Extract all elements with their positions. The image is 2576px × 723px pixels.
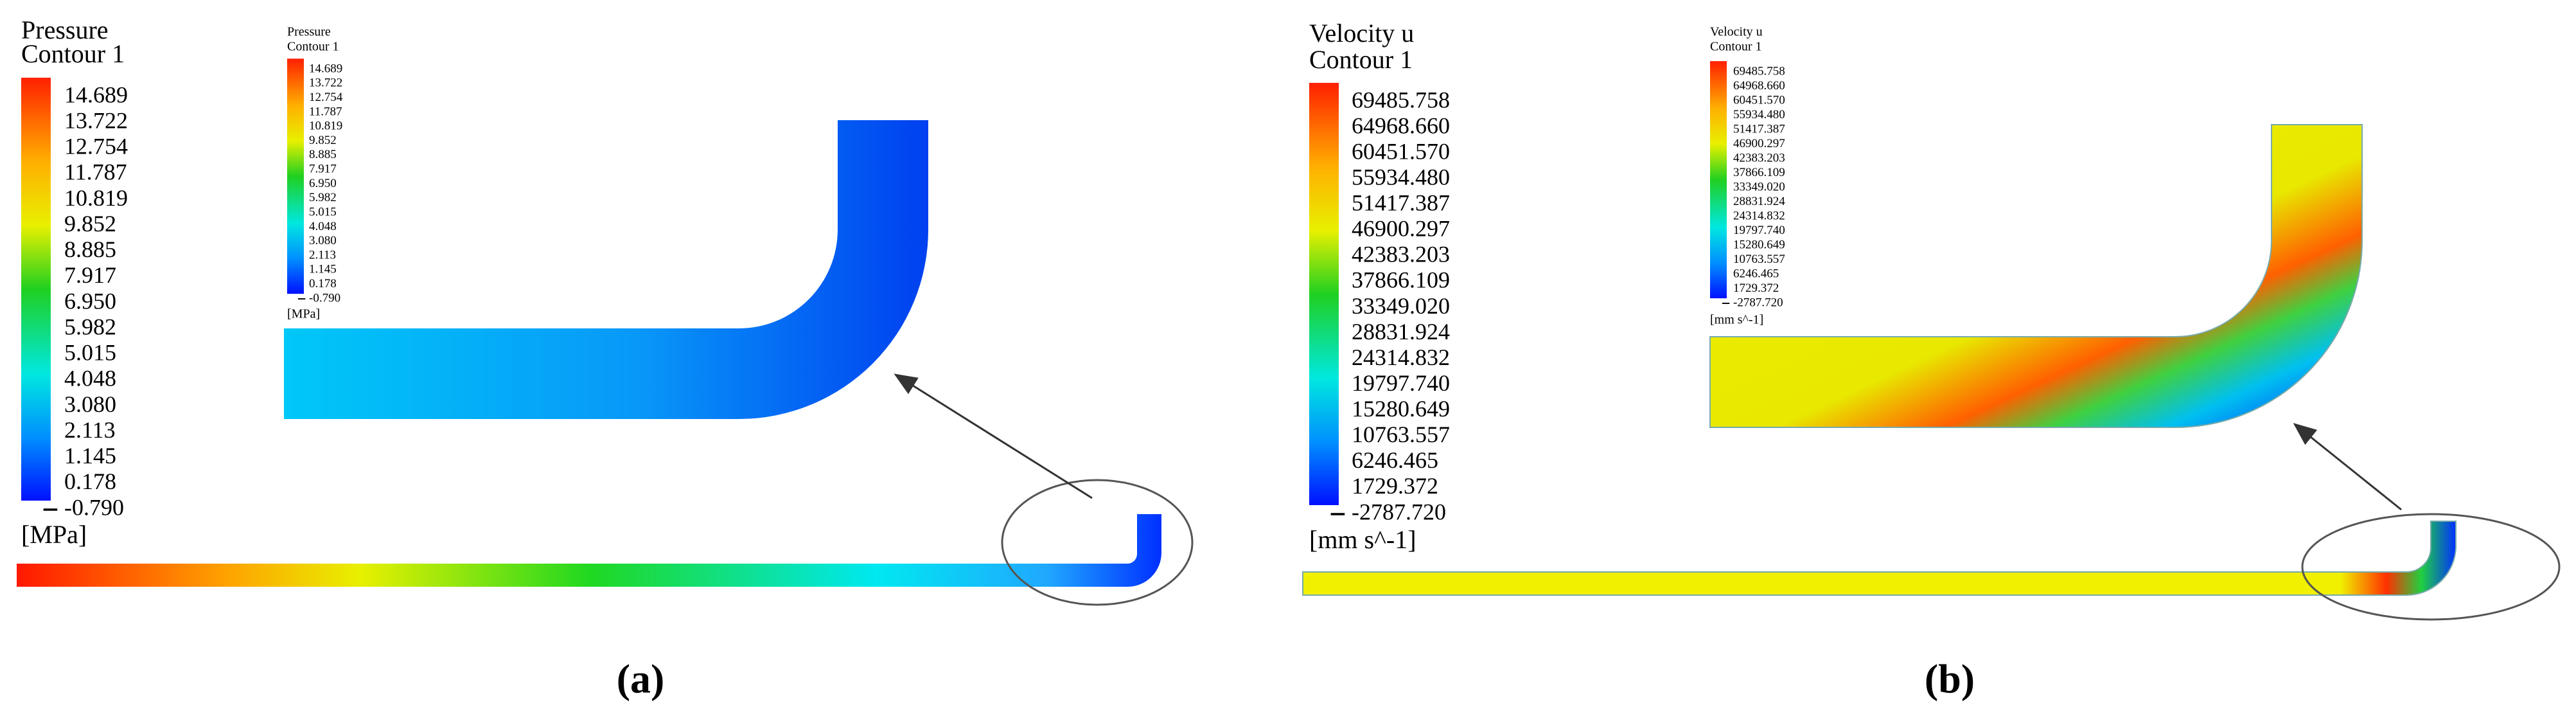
- legend-level: 6.950: [309, 177, 337, 190]
- legend-level: 3.080: [309, 234, 337, 247]
- legend-level: -2787.720: [1352, 499, 1446, 524]
- legend-level: 11.787: [64, 159, 127, 185]
- legend-level: 10763.557: [1733, 253, 1785, 266]
- legend-level: 19797.740: [1352, 370, 1450, 396]
- legend-level: 4.048: [309, 220, 337, 233]
- legend-level: 7.917: [309, 163, 337, 176]
- legend-level: 55934.480: [1733, 108, 1785, 121]
- legend-subtitle: Contour 1: [1710, 40, 1762, 54]
- legend-level: 24314.832: [1352, 344, 1450, 370]
- legend-level: 64968.660: [1733, 79, 1785, 93]
- legend-title: Velocity u: [1710, 25, 1763, 39]
- legend-level: 69485.758: [1733, 64, 1785, 78]
- legend-level: 9.852: [309, 134, 337, 147]
- legend-level: 10.819: [64, 185, 128, 211]
- legend-level: 60451.570: [1733, 93, 1785, 107]
- legend-level: 2.113: [309, 248, 336, 262]
- legend-level: 11.787: [309, 105, 342, 118]
- legend-level: 5.015: [309, 205, 337, 219]
- legend-level: 7.917: [64, 262, 116, 288]
- legend-level: 0.178: [64, 469, 116, 494]
- legend-level: 28831.924: [1733, 195, 1785, 208]
- legend-subtitle: Contour 1: [1309, 45, 1413, 74]
- legend-unit: [mm s^-1]: [1309, 525, 1416, 554]
- legend-level: 15280.649: [1733, 238, 1785, 251]
- legend-level: 2.113: [64, 417, 116, 443]
- legend-level: 64968.660: [1352, 112, 1450, 138]
- legend-level: 55934.480: [1352, 164, 1450, 190]
- legend-title: Pressure: [21, 15, 109, 44]
- legend-level: 24314.832: [1733, 209, 1785, 222]
- legend-level: 14.689: [309, 62, 342, 75]
- legend-level: 13.722: [64, 107, 128, 133]
- legend-level: 5.982: [64, 314, 116, 339]
- legend-level: -0.790: [309, 291, 340, 305]
- panel-label: (a): [617, 656, 665, 702]
- legend-level: 6.950: [64, 288, 116, 314]
- colorbar: [1710, 61, 1727, 299]
- legend-level: 3.080: [64, 391, 116, 417]
- legend-level: 51417.387: [1733, 122, 1785, 136]
- legend-level: 1729.372: [1733, 281, 1779, 295]
- legend-level: 8.885: [64, 237, 116, 262]
- legend-level: 0.178: [309, 277, 337, 290]
- legend-level: 46900.297: [1733, 137, 1785, 150]
- legend-level: 4.048: [64, 366, 116, 391]
- legend-subtitle: Contour 1: [287, 40, 339, 54]
- legend-level: 37866.109: [1352, 267, 1450, 293]
- legend-level: 46900.297: [1352, 216, 1450, 242]
- legend-level: 10.819: [309, 120, 342, 133]
- legend-level: 1.145: [309, 263, 337, 276]
- colorbar: [287, 58, 304, 294]
- legend-level: 13.722: [309, 76, 342, 90]
- legend-level: 37866.109: [1733, 166, 1785, 179]
- legend-subtitle: Contour 1: [21, 39, 125, 68]
- legend-level: 1.145: [64, 443, 116, 469]
- legend-title: Velocity u: [1309, 19, 1414, 48]
- legend-level: 42383.203: [1733, 151, 1785, 165]
- legend-level: 6246.465: [1733, 267, 1779, 280]
- pipe-a: [17, 120, 1194, 606]
- legend-level: 15280.649: [1352, 396, 1450, 422]
- legend-level: -0.790: [64, 494, 124, 520]
- legend-level: 6246.465: [1352, 447, 1438, 473]
- legend-unit: [mm s^-1]: [1710, 313, 1763, 327]
- legend-level: 60451.570: [1352, 138, 1450, 164]
- legend-level: 5.982: [309, 191, 337, 204]
- legend-level: 8.885: [309, 148, 337, 161]
- legend-level: 12.754: [64, 134, 128, 159]
- legend-level: 51417.387: [1352, 190, 1450, 216]
- legend-level: 1729.372: [1352, 473, 1438, 499]
- legend-level: 10763.557: [1352, 422, 1450, 447]
- panel-label: (b): [1925, 656, 1975, 702]
- legend-unit: [MPa]: [21, 520, 87, 549]
- colorbar: [21, 77, 51, 501]
- legend-level: 19797.740: [1733, 224, 1785, 237]
- colorbar: [1309, 82, 1339, 505]
- legend-level: 12.754: [309, 91, 343, 104]
- legend-level: 28831.924: [1352, 319, 1450, 344]
- legend-level: 42383.203: [1352, 242, 1450, 267]
- legend-level: 33349.020: [1733, 180, 1785, 193]
- legend-level: 14.689: [64, 82, 128, 107]
- legend-level: 33349.020: [1352, 293, 1450, 319]
- legend-level: 69485.758: [1352, 87, 1450, 112]
- pipe-b: [1302, 124, 2561, 621]
- legend-title: Pressure: [287, 25, 331, 39]
- legend-level: 5.015: [64, 340, 116, 366]
- legend-level: 9.852: [64, 211, 116, 237]
- legend-unit: [MPa]: [287, 307, 320, 321]
- legend-level: -2787.720: [1733, 296, 1783, 309]
